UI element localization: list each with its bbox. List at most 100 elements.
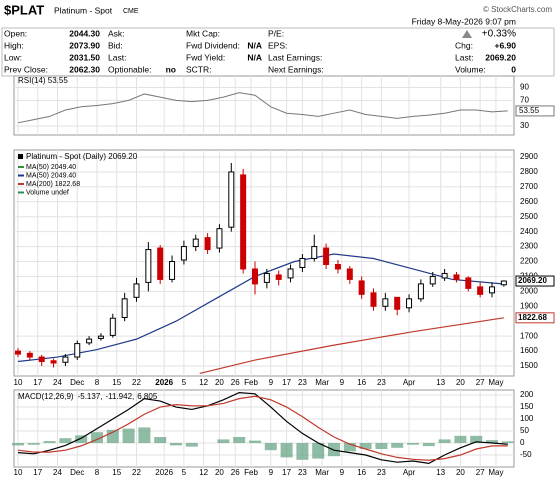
histogram-bar [343,443,356,452]
legend-label: MA(50) 2049.40 [26,172,76,179]
histogram-bar [375,443,388,450]
field-value: N/A [247,52,262,62]
y-tick-label: 0 [520,438,525,447]
x-tick-label: Mar [315,468,329,477]
histogram-bar [264,443,277,451]
candle-body [97,335,104,339]
y-tick-label: 150 [520,402,534,411]
candle-body [240,174,247,270]
candle-body [287,268,294,279]
x-tick-label: 9 [340,468,345,477]
y-tick-label: 2400 [520,227,538,236]
x-tick-label: 22 [132,378,141,387]
x-tick-label: Apr [403,378,416,387]
x-tick-label: Apr [403,468,416,477]
legend-value: -11.942, [105,392,134,401]
y-tick-label: 2700 [520,182,538,191]
x-tick-label: 5 [182,378,187,387]
histogram-bar [391,443,404,448]
x-tick-label: Feb [244,378,258,387]
field-label: Prev Close: [4,64,48,74]
field-label: Mkt Cap: [186,28,220,38]
candle-body [299,258,306,268]
field-label: Last: [108,52,126,62]
last-value-label: 53.55 [519,106,540,115]
price-label: 2069.20 [518,276,547,285]
x-tick-label: 27 [476,468,485,477]
moving-average [199,317,504,375]
legend-swatch [18,154,23,159]
histogram-bar [138,427,151,444]
x-tick-label: Feb [244,468,258,477]
histogram-bar [185,443,198,447]
histogram-bar [170,443,182,446]
legend-label: MA(50) 2049.40 [26,164,76,171]
y-tick-label: 70 [520,95,529,104]
y-tick-label: 200 [520,390,534,399]
candle-body [15,350,21,355]
candle-body [121,298,128,318]
y-tick-label: 1700 [520,331,538,340]
histogram-bar [59,438,72,444]
histogram-bar [470,435,483,444]
field-label: Low: [4,52,22,62]
x-tick-label: 12 [199,378,208,387]
y-tick-label: 2000 [520,286,538,295]
field-label: Volume: [455,64,486,74]
y-tick-label: 50 [520,426,529,435]
histogram-bar [454,435,467,444]
y-tick-label: 2800 [520,167,538,176]
y-tick-label: 90 [520,83,529,92]
candle-body [50,360,57,364]
histogram-bar [407,443,419,445]
panel-title: Platinum - Spot (Daily) 2069.20 [26,152,138,161]
x-tick-label: 17 [33,378,42,387]
candle-body [228,171,235,228]
candle-body [109,317,116,336]
candle-body [311,246,318,260]
y-tick-label: 1500 [520,361,538,370]
candle-body [500,280,507,286]
x-tick-label: 26 [231,378,240,387]
legend-value: 6.805 [137,392,158,401]
candle-body [26,352,33,358]
histogram-bar [217,439,230,444]
field-label: EPS: [268,40,287,50]
field-label: Next Earnings: [268,64,324,74]
x-tick-label: 15 [112,468,121,477]
price-label: 1822.68 [518,313,547,322]
x-tick-label: 20 [456,468,465,477]
field-value: 2044.30 [69,28,100,38]
field-label: Ask: [108,28,125,38]
field-value: +6.90 [494,40,516,50]
histogram-bar [75,435,88,444]
field-value: 2069.20 [485,52,516,62]
histogram-bar [233,437,246,444]
candle-body [192,238,199,248]
field-label: Last: [455,52,473,62]
legend-label: Volume undef [26,189,69,196]
field-label: Fwd Yield: [186,52,225,62]
candle-body [334,263,341,270]
x-tick-label: 17 [282,378,291,387]
x-tick-label: 23 [298,468,307,477]
x-tick-label: 16 [357,468,366,477]
rsi-line [17,92,508,124]
x-tick-label: 27 [476,378,485,387]
x-tick-label: 23 [377,378,386,387]
histogram-bar [43,441,56,444]
x-tick-label: 12 [199,468,208,477]
change-pct: +0.33% [482,29,516,40]
panel-title: MACD(12,26,9) [18,392,74,401]
y-tick-label: 2300 [520,242,538,251]
field-value: 2031.50 [69,52,100,62]
candle-body [465,277,472,289]
x-tick-label: 23 [298,378,307,387]
field-value: 2062.30 [69,64,100,74]
y-tick-label: 1900 [520,301,538,310]
candle-body [382,298,389,307]
candle-body [394,296,401,310]
histogram-bar [12,443,24,446]
candle-body [370,292,377,307]
